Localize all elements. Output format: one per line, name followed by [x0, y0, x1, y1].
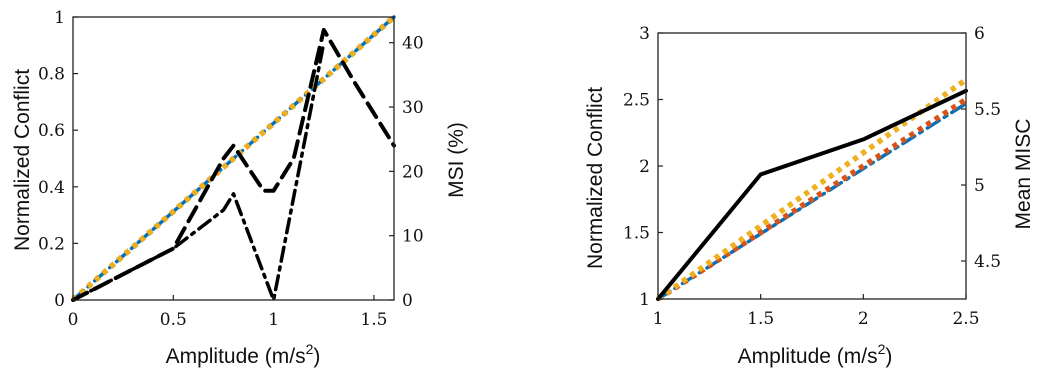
- chart-left-ylabel: Normalized Conflict: [11, 69, 34, 251]
- chart-right-ytick-label: 2: [639, 157, 650, 177]
- chart-left-xlabel: Amplitude (m/s2): [166, 341, 321, 368]
- chart-right-xlabel: Amplitude (m/s2): [738, 341, 893, 368]
- chart-left-ytick-right-label: 0: [402, 291, 413, 311]
- chart-left-ytick-label: 0: [54, 291, 65, 311]
- chart-left-xtick-label: 0.5: [160, 310, 187, 330]
- chart-left-xtick-label: 1: [268, 310, 279, 330]
- chart-right-axes-box: [657, 32, 967, 300]
- chart-right-ylabel-right: Mean MISC: [1012, 119, 1035, 230]
- chart-left-xtick-label: 1.5: [360, 310, 387, 330]
- chart-right-ytick-label: 1: [639, 290, 650, 310]
- chart-left-ytick-label: 0.2: [38, 234, 65, 254]
- chart-right-series-line-2: [656, 77, 968, 302]
- chart-right-xtick-label: 2: [858, 309, 869, 329]
- chart-right-series-line-3: [656, 88, 968, 301]
- chart-left-axes-box: [72, 16, 395, 301]
- chart-left-xtick-label: 0: [68, 310, 79, 330]
- chart-left-ytick-label: 0.6: [38, 121, 65, 141]
- chart-left-ytick-label: 0.4: [38, 178, 65, 198]
- chart-right-ytick-right-label: 5.5: [974, 100, 1001, 120]
- chart-right-ticks: 1 1.5 2 2.5 1 1.5 2 2.5 3 4.5 5 5.5 6: [623, 24, 1001, 329]
- chart-right-ytick-label: 3: [639, 24, 650, 44]
- chart-left-ytick-right-label: 40: [402, 34, 424, 54]
- chart-right-xtick-label: 1.5: [747, 309, 774, 329]
- chart-right-xtick-label: 2.5: [952, 309, 979, 329]
- chart-left-ylabel-right: MSI (%): [445, 122, 468, 198]
- chart-left-ytick-label: 1: [54, 8, 65, 28]
- chart-right-ytick-right-label: 5: [974, 176, 985, 196]
- chart-right-ytick-right-label: 6: [974, 24, 985, 44]
- chart-left-series: [71, 14, 396, 303]
- chart-left-ytick-label: 0.8: [38, 65, 65, 85]
- chart-left-ytick-right-label: 30: [402, 98, 424, 118]
- chart-right-ytick-label: 1.5: [623, 224, 650, 244]
- chart-right-ylabel: Normalized Conflict: [584, 87, 607, 269]
- chart-left-series-line-4: [71, 40, 326, 302]
- chart-left-series-line-2: [71, 14, 396, 303]
- chart-right-series: [656, 77, 968, 302]
- chart-left-series-line-3: [71, 27, 396, 302]
- chart-right: 1 1.5 2 2.5 1 1.5 2 2.5 3 4.5 5 5.5 6 Amplitude (m/s…: [584, 24, 1035, 368]
- chart-left-ytick-right-label: 10: [402, 227, 424, 247]
- chart-right-ytick-label: 2.5: [623, 91, 650, 111]
- chart-right-xtick-label: 1: [653, 309, 664, 329]
- chart-left-ytick-right-label: 20: [402, 162, 424, 182]
- chart-right-ytick-right-label: 4.5: [974, 252, 1001, 272]
